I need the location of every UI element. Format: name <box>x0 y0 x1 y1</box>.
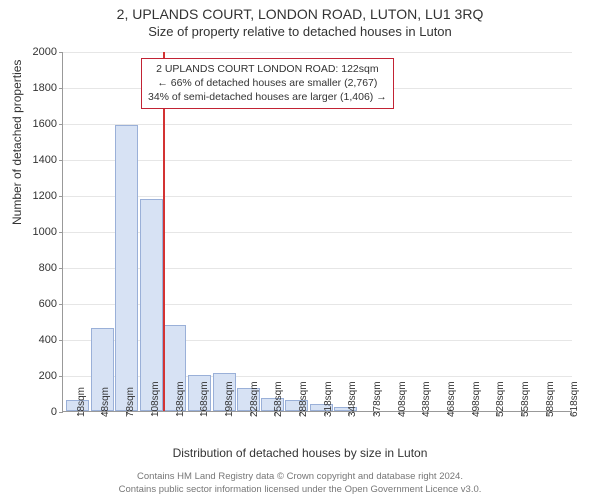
ytick-label: 200 <box>39 370 63 382</box>
xtick-label: 48sqm <box>100 387 111 417</box>
y-axis-label: Number of detached properties <box>10 60 24 225</box>
gridline <box>63 52 572 53</box>
chart-title: 2, UPLANDS COURT, LONDON ROAD, LUTON, LU… <box>0 6 600 22</box>
xtick-label: 228sqm <box>249 381 260 417</box>
xtick-label: 258sqm <box>273 381 284 417</box>
ytick-label: 1600 <box>33 118 63 130</box>
xtick-label: 498sqm <box>471 381 482 417</box>
gridline <box>63 196 572 197</box>
callout-line: 34% of semi-detached houses are larger (… <box>148 90 387 104</box>
xtick-label: 198sqm <box>224 381 235 417</box>
xtick-label: 18sqm <box>76 387 87 417</box>
gridline <box>63 124 572 125</box>
xtick-label: 528sqm <box>495 381 506 417</box>
footer-line-1: Contains HM Land Registry data © Crown c… <box>0 471 600 483</box>
ytick-label: 600 <box>39 298 63 310</box>
ytick-label: 2000 <box>33 46 63 58</box>
ytick-label: 0 <box>51 406 63 418</box>
callout-line: 2 UPLANDS COURT LONDON ROAD: 122sqm <box>148 62 387 76</box>
xtick-label: 618sqm <box>569 381 580 417</box>
bar <box>140 199 163 411</box>
xtick-label: 438sqm <box>421 381 432 417</box>
xtick-label: 558sqm <box>520 381 531 417</box>
callout-box: 2 UPLANDS COURT LONDON ROAD: 122sqm← 66%… <box>141 58 394 109</box>
bar <box>115 125 138 411</box>
xtick-label: 348sqm <box>347 381 358 417</box>
ytick-label: 1000 <box>33 226 63 238</box>
ytick-label: 800 <box>39 262 63 274</box>
xtick-label: 78sqm <box>125 387 136 417</box>
titles: 2, UPLANDS COURT, LONDON ROAD, LUTON, LU… <box>0 0 600 39</box>
ytick-label: 1800 <box>33 82 63 94</box>
xtick-label: 408sqm <box>397 381 408 417</box>
x-axis-label: Distribution of detached houses by size … <box>0 446 600 460</box>
xtick-label: 288sqm <box>298 381 309 417</box>
xtick-label: 468sqm <box>446 381 457 417</box>
callout-line: ← 66% of detached houses are smaller (2,… <box>148 76 387 90</box>
xtick-label: 318sqm <box>323 381 334 417</box>
chart-container: 2, UPLANDS COURT, LONDON ROAD, LUTON, LU… <box>0 0 600 500</box>
plot-area: 020040060080010001200140016001800200018s… <box>62 52 572 412</box>
ytick-label: 400 <box>39 334 63 346</box>
xtick-label: 108sqm <box>150 381 161 417</box>
footer-line-2: Contains public sector information licen… <box>0 484 600 496</box>
xtick-label: 378sqm <box>372 381 383 417</box>
xtick-label: 588sqm <box>545 381 556 417</box>
xtick-label: 138sqm <box>175 381 186 417</box>
xtick-label: 168sqm <box>199 381 210 417</box>
ytick-label: 1400 <box>33 154 63 166</box>
ytick-label: 1200 <box>33 190 63 202</box>
footer: Contains HM Land Registry data © Crown c… <box>0 471 600 496</box>
gridline <box>63 160 572 161</box>
chart-subtitle: Size of property relative to detached ho… <box>0 24 600 39</box>
